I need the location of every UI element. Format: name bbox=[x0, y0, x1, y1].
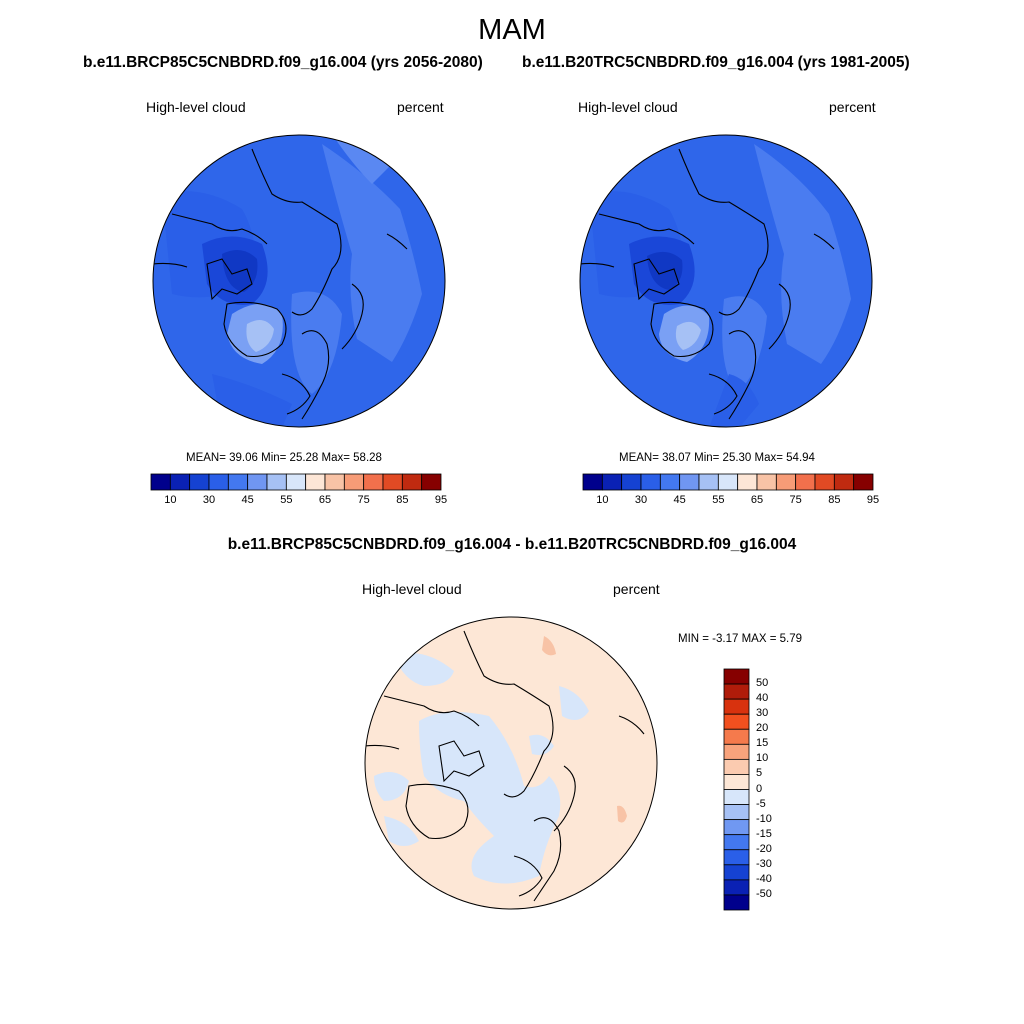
future-colorbar-tick-label: 65 bbox=[318, 494, 332, 506]
historical-stats: MEAN= 38.07 Min= 25.30 Max= 54.94 bbox=[619, 452, 815, 464]
historical-colorbar-box bbox=[659, 473, 681, 491]
difference-colorbar-box bbox=[723, 789, 750, 805]
historical-cloud-map bbox=[579, 134, 873, 428]
difference-colorbar-box bbox=[723, 879, 750, 896]
difference-colorbar-box bbox=[723, 698, 750, 715]
future-colorbar-box bbox=[363, 473, 384, 491]
difference-colorbar-box bbox=[723, 774, 750, 790]
historical-colorbar-box bbox=[833, 473, 855, 491]
difference-colorbar-box bbox=[723, 894, 750, 911]
historical-colorbar-tick-label: 45 bbox=[673, 494, 686, 506]
future-colorbar-tick-label: 75 bbox=[357, 494, 370, 506]
difference-colorbar-tick-label: 5 bbox=[756, 767, 763, 780]
historical-colorbar-tick-label: 65 bbox=[750, 494, 764, 506]
difference-colorbar-tick-label: 30 bbox=[756, 707, 769, 720]
historical-colorbar-box bbox=[853, 473, 874, 491]
difference-colorbar-tick-label: 10 bbox=[756, 752, 769, 765]
difference-stats: MIN = -3.17 MAX = 5.79 bbox=[678, 633, 803, 645]
difference-colorbar-ticks: 50 40 30 20 15 10 5 0 -5 -10 -15 -20 -30 -40 -50 bbox=[756, 669, 796, 910]
historical-colorbar-box bbox=[582, 473, 603, 491]
historical-colorbar-tick-label: 75 bbox=[789, 494, 802, 506]
historical-colorbar-box bbox=[795, 473, 816, 491]
future-colorbar-box bbox=[169, 473, 191, 491]
difference-colorbar-tick-label: -15 bbox=[756, 827, 772, 840]
difference-colorbar-box bbox=[723, 668, 750, 685]
historical-colorbar-box bbox=[717, 473, 739, 491]
future-colorbar-tick-label: 30 bbox=[202, 494, 216, 506]
historical-colorbar-box bbox=[756, 473, 777, 491]
future-colorbar-tick-label: 85 bbox=[396, 494, 409, 506]
historical-colorbar-tick-label: 55 bbox=[712, 494, 725, 506]
difference-colorbar-box bbox=[723, 834, 750, 851]
difference-variable-label: High-level cloud bbox=[362, 581, 462, 597]
historical-colorbar-tick-label: 85 bbox=[828, 494, 841, 506]
difference-colorbar-box bbox=[723, 758, 750, 775]
future-colorbar-tick-label: 55 bbox=[280, 494, 293, 506]
historical-colorbar-tick-label: 95 bbox=[866, 494, 880, 506]
future-colorbar-box bbox=[208, 473, 229, 491]
future-colorbar-box bbox=[266, 473, 287, 491]
future-colorbar-tick-label: 10 bbox=[164, 494, 177, 506]
future-variable-label: High-level cloud bbox=[146, 99, 246, 115]
historical-colorbar bbox=[582, 473, 874, 491]
difference-cloud-map bbox=[364, 616, 658, 910]
difference-colorbar-box bbox=[723, 849, 750, 866]
historical-colorbar-tick-label: 10 bbox=[596, 494, 609, 506]
difference-colorbar-box bbox=[723, 804, 750, 821]
future-colorbar-box bbox=[343, 473, 365, 491]
historical-colorbar-box bbox=[640, 473, 661, 491]
difference-colorbar-tick-label: -5 bbox=[756, 797, 766, 810]
future-colorbar-ticks: 10 30 45 55 65 75 85 95 bbox=[151, 494, 447, 508]
difference-colorbar-tick-label: 0 bbox=[756, 782, 763, 795]
difference-colorbar-tick-label: -50 bbox=[756, 887, 772, 900]
difference-colorbar bbox=[723, 668, 750, 911]
future-colorbar-box bbox=[227, 473, 249, 491]
historical-colorbar-box bbox=[737, 473, 758, 491]
historical-case-title: b.e11.B20TRC5CNBDRD.f09_g16.004 (yrs 198… bbox=[522, 54, 910, 71]
difference-colorbar-tick-label: -20 bbox=[756, 842, 772, 855]
difference-colorbar-tick-label: -40 bbox=[756, 872, 772, 885]
historical-colorbar-box bbox=[814, 473, 835, 491]
historical-colorbar-tick-label: 30 bbox=[634, 494, 648, 506]
difference-title: b.e11.BRCP85C5CNBDRD.f09_g16.004 - b.e11… bbox=[227, 536, 797, 553]
future-colorbar-box bbox=[401, 473, 423, 491]
difference-colorbar-tick-label: -10 bbox=[756, 812, 772, 825]
historical-colorbar-ticks: 10 30 45 55 65 75 85 95 bbox=[583, 494, 879, 508]
future-colorbar-box bbox=[382, 473, 403, 491]
historical-variable-label: High-level cloud bbox=[578, 99, 678, 115]
difference-colorbar-tick-label: 40 bbox=[756, 692, 769, 705]
future-units-label: percent bbox=[397, 99, 444, 115]
difference-units-label: percent bbox=[613, 581, 660, 597]
difference-colorbar-box bbox=[723, 819, 750, 836]
difference-colorbar-box bbox=[723, 864, 750, 881]
future-colorbar-tick-label: 45 bbox=[241, 494, 254, 506]
difference-colorbar-box bbox=[723, 728, 750, 745]
future-colorbar bbox=[150, 473, 442, 491]
future-colorbar-box bbox=[189, 473, 210, 491]
historical-units-label: percent bbox=[829, 99, 876, 115]
difference-colorbar-tick-label: 20 bbox=[756, 722, 769, 735]
historical-colorbar-box bbox=[679, 473, 700, 491]
difference-colorbar-box bbox=[723, 713, 750, 730]
future-colorbar-box bbox=[247, 473, 268, 491]
future-case-title: b.e11.BRCP85C5CNBDRD.f09_g16.004 (yrs 20… bbox=[83, 54, 483, 71]
future-cloud-map bbox=[152, 134, 446, 428]
future-colorbar-box bbox=[285, 473, 307, 491]
difference-colorbar-box bbox=[723, 743, 750, 760]
future-colorbar-box bbox=[324, 473, 345, 491]
future-colorbar-tick-label: 95 bbox=[434, 494, 448, 506]
future-colorbar-box bbox=[305, 473, 326, 491]
difference-colorbar-tick-label: 15 bbox=[756, 737, 769, 750]
season-title: MAM bbox=[478, 14, 546, 46]
difference-colorbar-box bbox=[723, 683, 750, 700]
future-stats: MEAN= 39.06 Min= 25.28 Max= 58.28 bbox=[186, 452, 382, 464]
historical-colorbar-box bbox=[698, 473, 719, 491]
difference-colorbar-tick-label: -30 bbox=[756, 857, 772, 870]
historical-colorbar-box bbox=[601, 473, 623, 491]
difference-colorbar-tick-label: 50 bbox=[756, 677, 769, 690]
future-colorbar-box bbox=[421, 473, 442, 491]
historical-colorbar-box bbox=[775, 473, 797, 491]
historical-colorbar-box bbox=[621, 473, 642, 491]
future-colorbar-box bbox=[150, 473, 171, 491]
